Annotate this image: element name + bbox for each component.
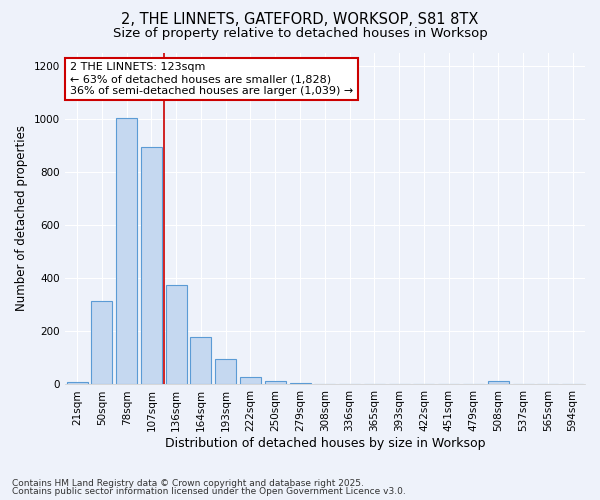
Bar: [190, 336, 211, 384]
Text: Size of property relative to detached houses in Worksop: Size of property relative to detached ho…: [113, 28, 487, 40]
Bar: [215, 359, 236, 384]
Bar: [166, 285, 187, 384]
Bar: [116, 118, 137, 384]
Bar: [141, 147, 162, 384]
Text: Contains public sector information licensed under the Open Government Licence v3: Contains public sector information licen…: [12, 487, 406, 496]
Bar: [240, 377, 261, 384]
Bar: [91, 301, 112, 384]
Bar: [265, 382, 286, 384]
Text: Contains HM Land Registry data © Crown copyright and database right 2025.: Contains HM Land Registry data © Crown c…: [12, 478, 364, 488]
Text: 2, THE LINNETS, GATEFORD, WORKSOP, S81 8TX: 2, THE LINNETS, GATEFORD, WORKSOP, S81 8…: [121, 12, 479, 28]
Bar: [67, 382, 88, 384]
Bar: [488, 382, 509, 384]
X-axis label: Distribution of detached houses by size in Worksop: Distribution of detached houses by size …: [164, 437, 485, 450]
Text: 2 THE LINNETS: 123sqm
← 63% of detached houses are smaller (1,828)
36% of semi-d: 2 THE LINNETS: 123sqm ← 63% of detached …: [70, 62, 353, 96]
Bar: [290, 383, 311, 384]
Y-axis label: Number of detached properties: Number of detached properties: [15, 126, 28, 312]
